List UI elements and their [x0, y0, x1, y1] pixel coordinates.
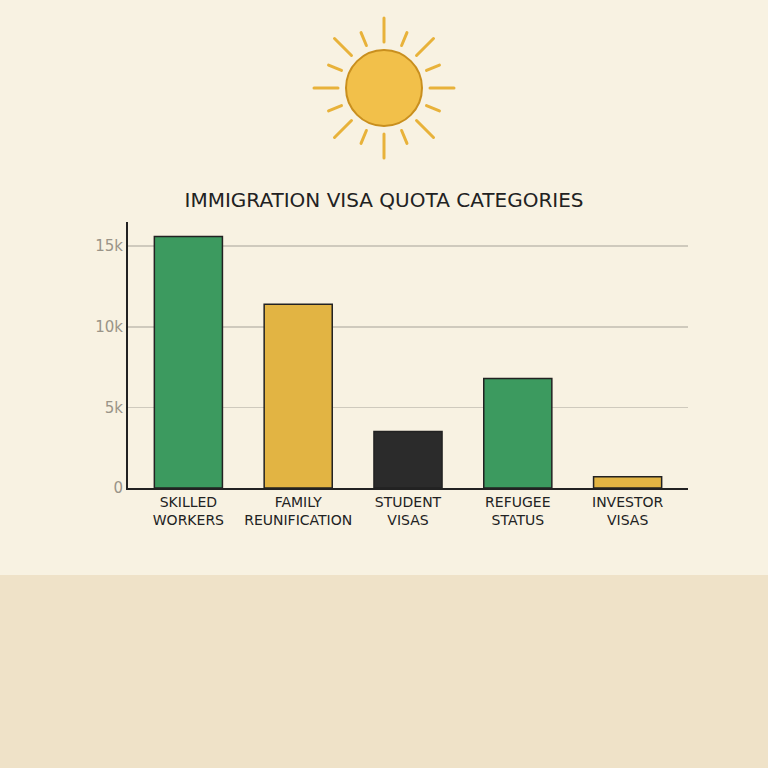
- svg-text:10k: 10k: [95, 318, 123, 336]
- svg-text:FAMILYREUNIFICATION: FAMILYREUNIFICATION: [244, 494, 352, 528]
- svg-text:INVESTORVISAS: INVESTORVISAS: [592, 494, 663, 528]
- svg-text:IMMIGRATION VISA QUOTA CATEGOR: IMMIGRATION VISA QUOTA CATEGORIES: [184, 188, 583, 212]
- svg-text:0: 0: [113, 479, 123, 497]
- svg-text:SKILLEDWORKERS: SKILLEDWORKERS: [153, 494, 224, 528]
- svg-text:15k: 15k: [95, 237, 123, 255]
- svg-text:5k: 5k: [105, 399, 124, 417]
- svg-text:STUDENTVISAS: STUDENTVISAS: [375, 494, 442, 528]
- svg-text:REFUGEESTATUS: REFUGEESTATUS: [485, 494, 550, 528]
